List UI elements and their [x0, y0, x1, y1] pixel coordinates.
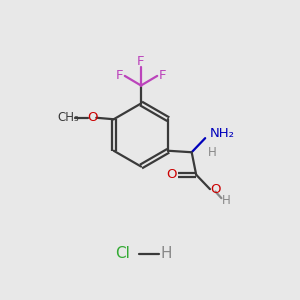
Text: NH₂: NH₂	[210, 127, 235, 140]
Text: F: F	[137, 55, 145, 68]
Text: H: H	[161, 246, 172, 261]
Text: H: H	[221, 194, 230, 207]
Text: H: H	[208, 146, 217, 159]
Text: Cl: Cl	[116, 246, 130, 261]
Text: O: O	[166, 168, 177, 181]
Text: O: O	[87, 111, 98, 124]
Text: CH₃: CH₃	[58, 111, 80, 124]
Text: F: F	[116, 69, 123, 82]
Text: F: F	[159, 69, 166, 82]
Text: O: O	[210, 183, 220, 196]
